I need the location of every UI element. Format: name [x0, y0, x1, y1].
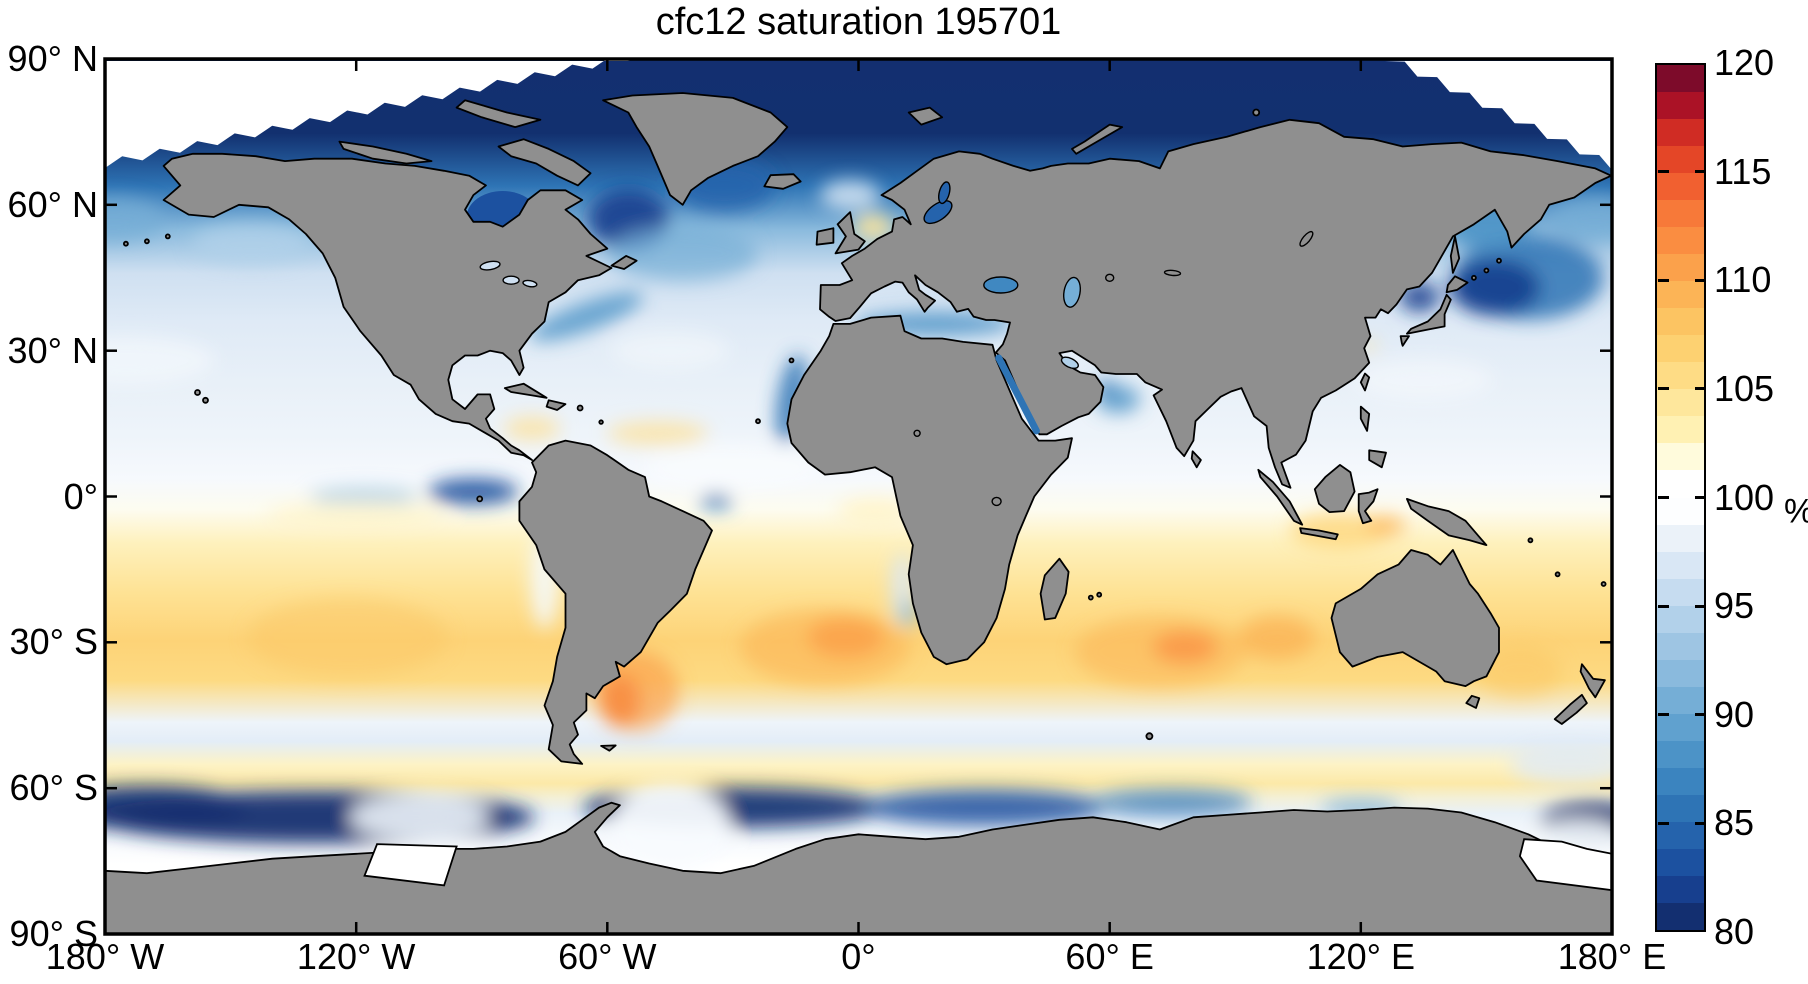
colorbar: [1655, 63, 1706, 932]
y-tick-label: 0°: [63, 475, 98, 517]
y-tick-label: 30° N: [7, 329, 98, 371]
x-tick-label: 120° W: [296, 936, 416, 977]
colorbar-tick-label: 90: [1714, 693, 1755, 735]
colorbar-tick-mark: [1657, 821, 1669, 825]
colorbar-band: [1657, 362, 1704, 390]
colorbar-band: [1657, 65, 1704, 93]
colorbar-band: [1657, 686, 1704, 714]
colorbar-tick-mark: [1657, 387, 1669, 391]
colorbar-tick-label: 85: [1714, 802, 1755, 844]
colorbar-band: [1657, 767, 1704, 795]
x-tick-label: 180° W: [45, 936, 165, 977]
colorbar-band: [1657, 875, 1704, 903]
colorbar-band: [1657, 497, 1704, 525]
x-tick-label: 60° E: [1065, 936, 1154, 977]
plot-title: cfc12 saturation 195701: [655, 1, 1062, 43]
colorbar-tick-mark: [1694, 604, 1706, 608]
colorbar-band: [1657, 821, 1704, 849]
y-tick-label: 60° S: [9, 767, 98, 809]
colorbar-band: [1657, 389, 1704, 417]
colorbar-band: [1657, 416, 1704, 444]
colorbar-band: [1657, 794, 1704, 822]
colorbar-band: [1657, 551, 1704, 579]
colorbar-tick-label: 120: [1714, 42, 1775, 83]
colorbar-band: [1657, 119, 1704, 147]
colorbar-unit-label: %: [1784, 493, 1808, 532]
colorbar-tick-mark: [1657, 713, 1669, 717]
colorbar-band: [1657, 335, 1704, 363]
colorbar-band: [1657, 281, 1704, 309]
colorbar-band: [1657, 200, 1704, 228]
colorbar-tick-mark: [1694, 821, 1706, 825]
colorbar-tick-mark: [1657, 604, 1669, 608]
colorbar-tick-mark: [1657, 278, 1669, 282]
x-tick-label: 60° W: [558, 936, 657, 977]
colorbar-band: [1657, 92, 1704, 120]
x-tick-label: 120° E: [1306, 936, 1416, 977]
x-tick-label: 180° E: [1557, 936, 1667, 977]
colorbar-tick-mark: [1694, 278, 1706, 282]
colorbar-band: [1657, 227, 1704, 255]
colorbar-tick-label: 115: [1714, 150, 1772, 192]
y-tick-label: 90° S: [9, 913, 98, 954]
colorbar-tick-mark: [1694, 496, 1706, 499]
colorbar-tick-label: 110: [1714, 259, 1772, 301]
colorbar-tick-mark: [1694, 170, 1706, 174]
colorbar-band: [1657, 254, 1704, 282]
colorbar-band: [1657, 713, 1704, 741]
colorbar-band: [1657, 902, 1704, 930]
colorbar-band: [1657, 146, 1704, 174]
colorbar-tick-label: 100: [1714, 476, 1775, 518]
colorbar-band: [1657, 740, 1704, 768]
colorbar-band: [1657, 308, 1704, 336]
colorbar-band: [1657, 173, 1704, 201]
colorbar-band: [1657, 659, 1704, 687]
colorbar-tick-mark: [1694, 713, 1706, 717]
y-tick-label: 60° N: [7, 183, 98, 225]
colorbar-tick-mark: [1657, 496, 1669, 499]
colorbar-band: [1657, 524, 1704, 552]
colorbar-tick-label: 105: [1714, 367, 1775, 409]
colorbar-band: [1657, 848, 1704, 876]
y-tick-label: 90° N: [7, 38, 98, 79]
y-tick-label: 30° S: [9, 621, 98, 663]
colorbar-band: [1657, 605, 1704, 633]
x-tick-label: 0°: [841, 936, 876, 977]
colorbar-tick-label: 80: [1714, 911, 1755, 952]
colorbar-band: [1657, 632, 1704, 660]
colorbar-band: [1657, 470, 1704, 498]
colorbar-tick-label: 95: [1714, 585, 1755, 627]
colorbar-tick-mark: [1657, 170, 1669, 174]
colorbar-band: [1657, 578, 1704, 606]
colorbar-tick-mark: [1694, 387, 1706, 391]
colorbar-band: [1657, 443, 1704, 471]
